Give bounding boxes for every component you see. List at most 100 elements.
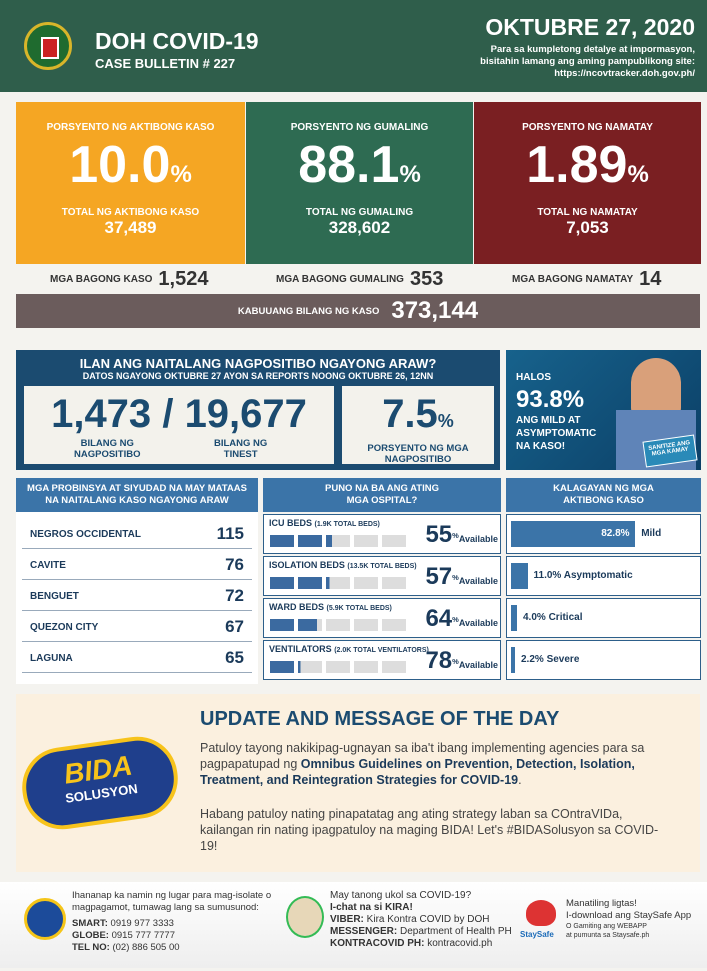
header: DOH COVID-19 CASE BULLETIN # 227 OKTUBRE… <box>0 0 707 92</box>
province-row: LAGUNA 65 <box>22 644 252 673</box>
card-label: PORSYENTO NG GUMALING <box>290 122 429 133</box>
smart-number[interactable]: 0919 977 3333 <box>107 918 174 929</box>
active-bar <box>511 605 517 631</box>
kira-avatar <box>286 896 324 938</box>
new-value: 1,524 <box>158 267 209 290</box>
footer-text: May tanong ukol sa COVID-19? <box>330 890 472 901</box>
bed-icon <box>298 577 322 589</box>
active-row: 4.0% Critical <box>506 598 701 638</box>
app-title: DOH COVID-19 <box>95 28 259 54</box>
doh-seal-logo <box>24 22 72 70</box>
tel-number[interactable]: (02) 886 505 00 <box>109 942 180 953</box>
bed-icon <box>298 619 322 631</box>
card-total-label: TOTAL NG NAMATAY <box>537 207 638 218</box>
ventilator-icon <box>326 661 350 673</box>
facility-total: (1.9K TOTAL BEDS) <box>314 521 380 528</box>
province-cases: 76 <box>225 555 244 574</box>
active-percent: 2.2% <box>521 654 544 665</box>
bed-icon <box>354 535 378 547</box>
percent-sign: % <box>452 657 459 666</box>
bulletin-number: CASE BULLETIN # 227 <box>95 56 236 71</box>
card-percent: 1.89 <box>526 136 628 194</box>
new-label: MGA BAGONG NAMATAY <box>512 273 634 285</box>
percent-sign: % <box>437 411 454 431</box>
facility-total: (2.0K TOTAL VENTILATORS) <box>334 647 429 654</box>
available-label: Available <box>458 618 498 628</box>
card-total-label: TOTAL NG AKTIBONG KASO <box>61 207 200 218</box>
hospital-title: PUNO NA BA ANG ATING MGA OSPITAL? <box>263 478 501 512</box>
info-text: bisitahin lamang ang aming pampublikong … <box>480 56 695 67</box>
positivity-panel: ILAN ANG NAITALANG NAGPOSITIBO NGAYONG A… <box>16 350 500 470</box>
hospital-panel: PUNO NA BA ANG ATING MGA OSPITAL? ICU BED… <box>263 478 501 684</box>
tested-label: TINEST <box>223 449 258 460</box>
active-bar <box>511 647 515 673</box>
active-label: Mild <box>641 528 662 539</box>
label: MESSENGER: <box>330 926 398 937</box>
bed-icon <box>382 577 406 589</box>
new-count: MGA BAGONG NAMATAY 14 <box>512 266 661 292</box>
province-name: QUEZON CITY <box>30 621 99 633</box>
bed-icon <box>270 535 294 547</box>
available-label: Available <box>458 534 498 544</box>
card-percent: 88.1 <box>298 136 400 194</box>
provinces-panel: MGA PROBINSYA AT SIYUDAD NA MAY MATAAS NA… <box>16 478 258 684</box>
percent-sign: % <box>452 615 459 624</box>
label: VIBER: <box>330 914 364 925</box>
new-count: MGA BAGONG GUMALING 353 <box>276 266 443 292</box>
active-percent: 4.0% <box>523 612 546 623</box>
person-illustration <box>631 358 681 418</box>
total-cases-bar: KABUUANG BILANG NG KASO 373,144 <box>16 294 700 328</box>
active-label: Critical <box>548 612 583 623</box>
facility-total: (5.9K TOTAL BEDS) <box>326 605 392 612</box>
label: GLOBE: <box>72 930 109 941</box>
province-row: CAVITE 76 <box>22 551 252 580</box>
hospital-row: WARD BEDS (5.9K TOTAL BEDS) 64%Available <box>263 598 501 638</box>
viber-link[interactable]: Kira Kontra COVID by DOH <box>363 914 490 925</box>
available-label: Available <box>458 660 498 670</box>
one-hospital-command-logo <box>24 898 66 940</box>
bed-icon <box>270 619 294 631</box>
positivity-subtitle: DATOS NGAYONG OKTUBRE 27 AYON SA REPORTS… <box>82 371 434 381</box>
text: . <box>518 773 522 787</box>
label: KONTRACOVID PH: <box>330 938 425 949</box>
percent-sign: % <box>627 161 649 188</box>
facility-total: (13.5K TOTAL BEDS) <box>347 563 417 570</box>
mild-asymptomatic-banner: HALOS 93.8% ANG MILD AT ASYMPTOMATIC NA KA… <box>506 350 701 470</box>
website-link[interactable]: https://ncovtracker.doh.gov.ph/ <box>554 68 695 79</box>
staysafe-link[interactable]: at pumunta sa Staysafe.ph <box>566 932 650 939</box>
slash: / <box>162 392 174 436</box>
footer: Ihananap ka namin ng lugar para mag-isol… <box>0 882 707 968</box>
positive-count: 1,473 <box>51 392 152 436</box>
active-label: Severe <box>546 654 580 665</box>
bed-icon <box>326 535 350 547</box>
bed-icon <box>326 619 350 631</box>
title-line: MGA OSPITAL? <box>346 495 418 506</box>
text: Patuloy tayong nakikipag-ugnayan sa iba'… <box>200 741 645 771</box>
update-paragraph: Patuloy tayong nakikipag-ugnayan sa iba'… <box>200 740 670 788</box>
positive-label: NAGPOSITIBO <box>74 449 141 460</box>
info-text: Para sa kumpletong detalye at impormasyo… <box>490 44 695 55</box>
kontracovid-link[interactable]: kontracovid.ph <box>424 938 493 949</box>
bed-icon <box>326 577 350 589</box>
footer-text: Ihananap ka namin ng lugar para mag-isol… <box>72 890 272 901</box>
active-row: 82.8% Mild <box>506 514 701 554</box>
title-line: KALAGAYAN NG MGA <box>553 483 654 494</box>
hospital-row: VENTILATORS (2.0K TOTAL VENTILATORS) 78%A… <box>263 640 501 680</box>
footer-text: I-download ang StaySafe App <box>566 910 692 921</box>
new-value: 353 <box>409 267 444 290</box>
bed-icon <box>298 535 322 547</box>
province-cases: 67 <box>225 617 244 636</box>
card-total-value: 37,489 <box>104 218 157 237</box>
globe-number[interactable]: 0915 777 7777 <box>108 930 175 941</box>
messenger-link[interactable]: Department of Health PH <box>397 926 512 937</box>
label: SMART: <box>72 918 108 929</box>
total-cases-value: 373,144 <box>391 297 479 324</box>
bed-icon <box>382 619 406 631</box>
title-line: MGA PROBINSYA AT SIYUDAD NA MAY MATAAS <box>27 483 247 494</box>
halos-text: HALOS <box>516 372 551 383</box>
active-bar <box>511 521 636 547</box>
footer-text: Manatiling ligtas! <box>566 898 637 909</box>
bed-icon <box>354 577 378 589</box>
bed-icon <box>354 619 378 631</box>
available-percent: 78 <box>425 647 453 674</box>
